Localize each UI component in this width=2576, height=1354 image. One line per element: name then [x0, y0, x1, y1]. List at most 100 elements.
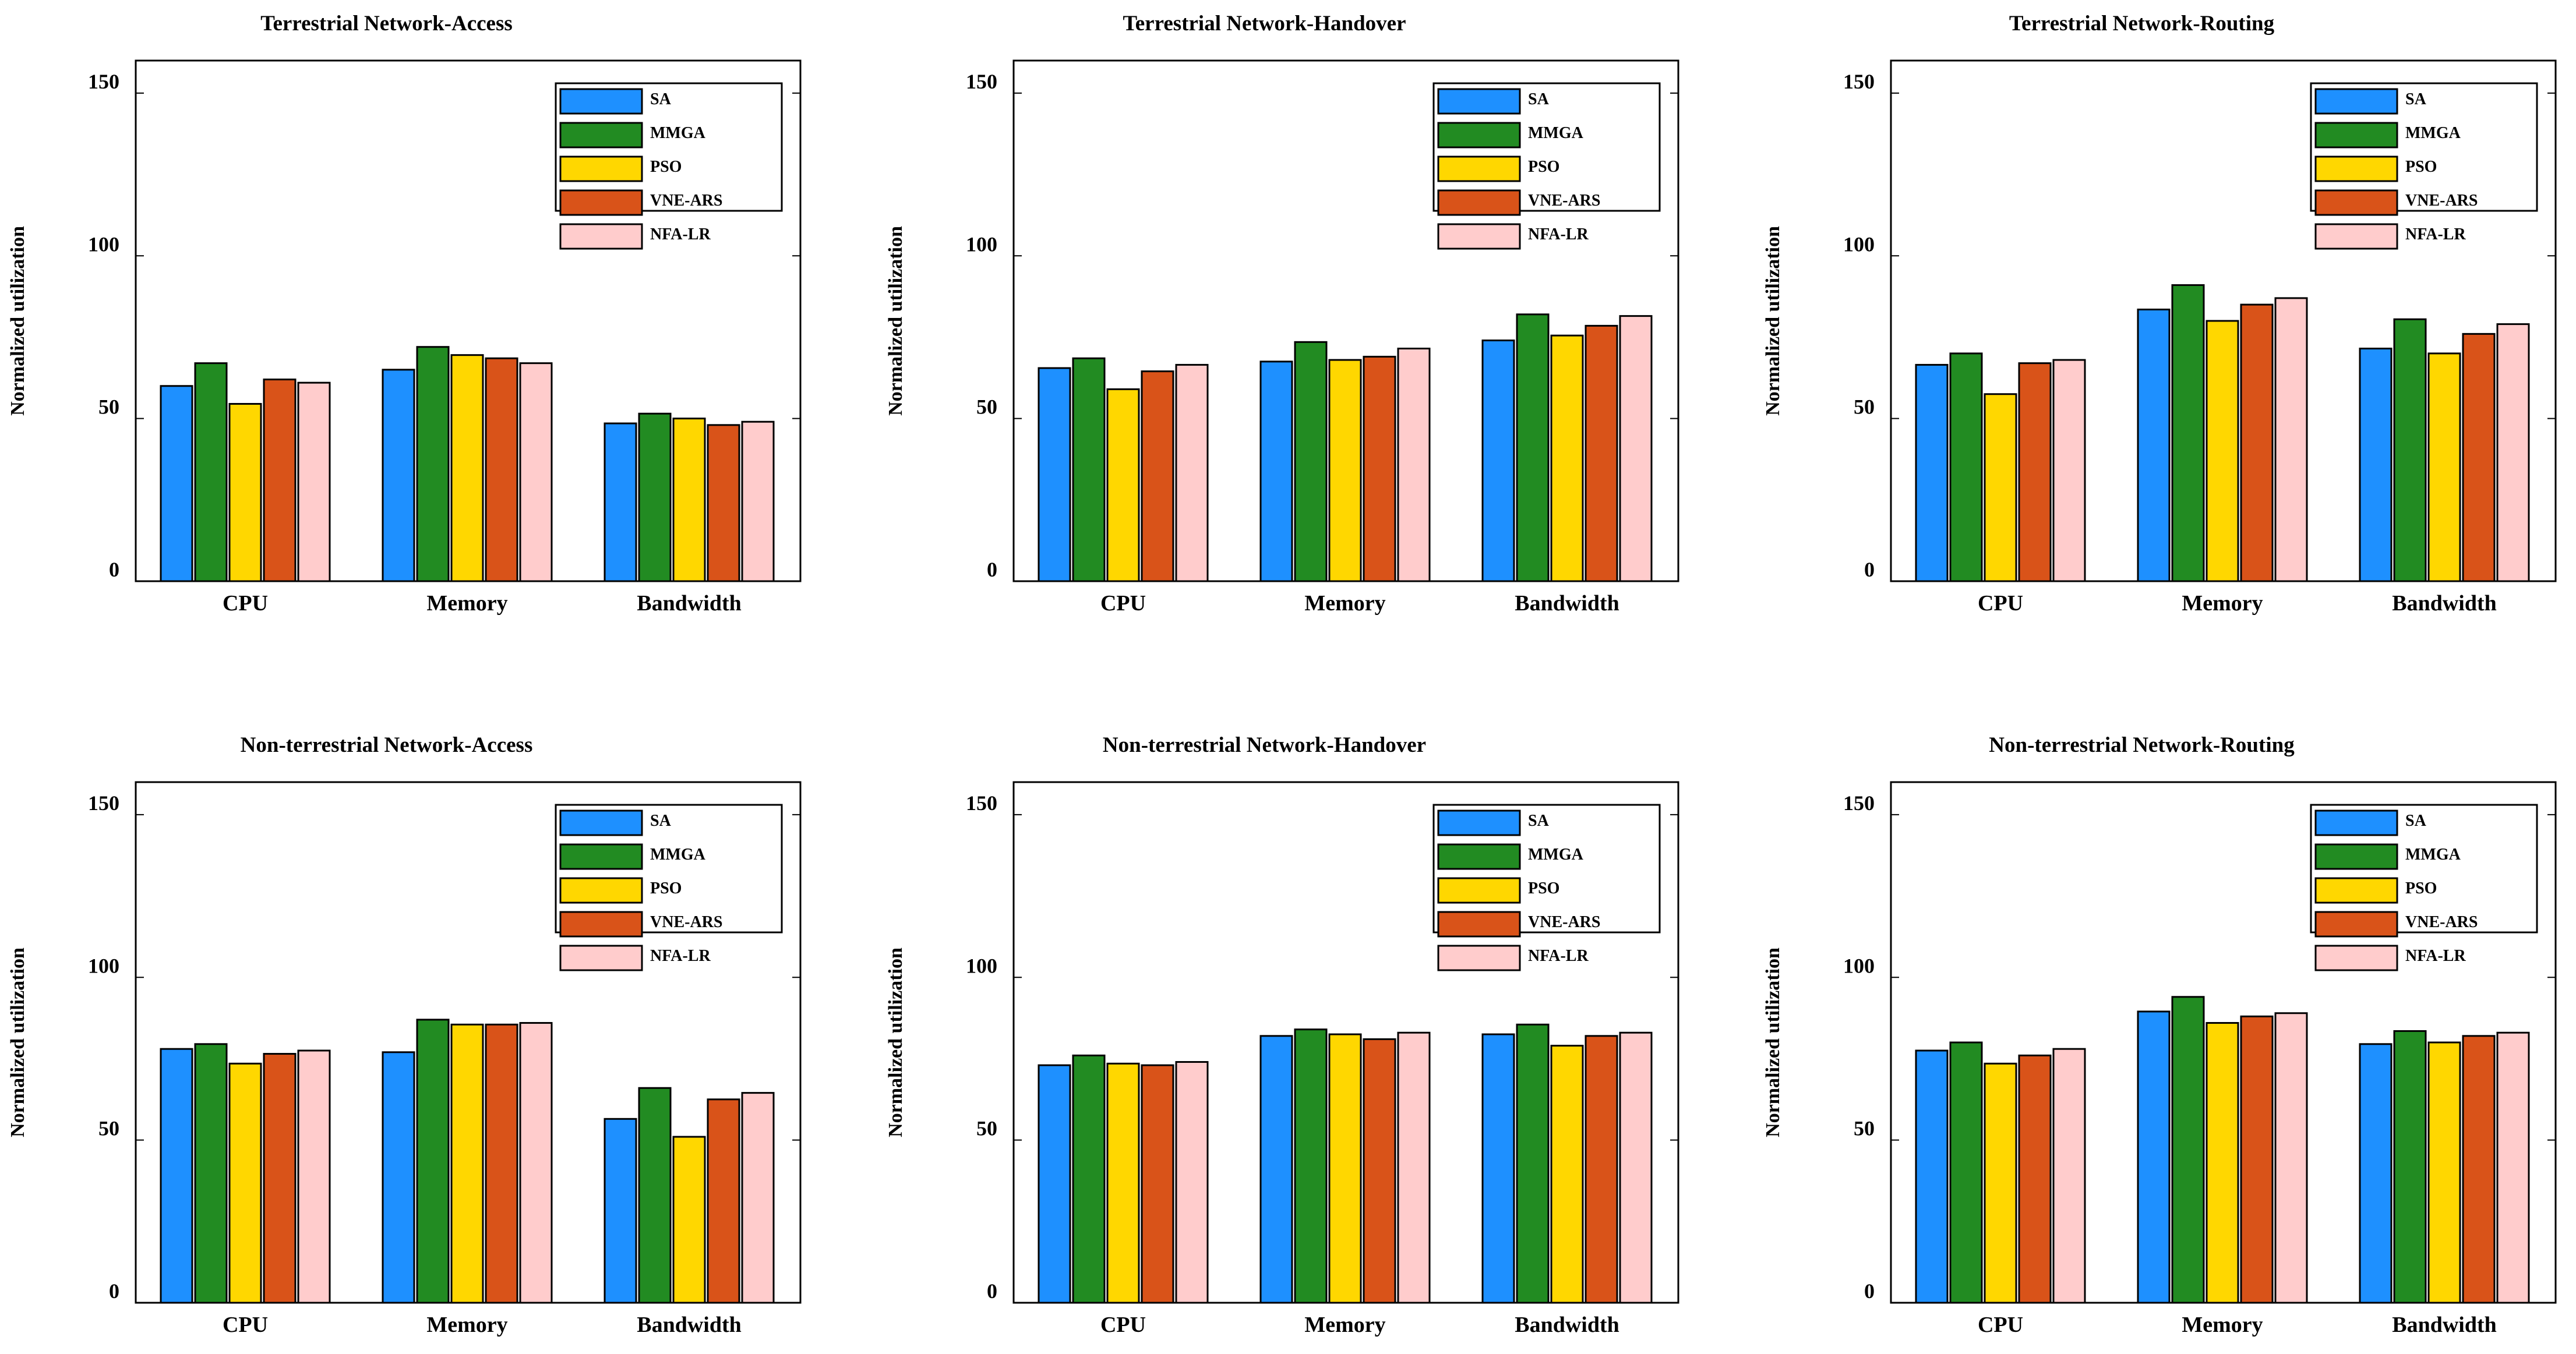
chart-6-bar-cpu-pso: [1984, 1062, 2017, 1304]
chart-2-legend: SA MMGA PSO VNE-ARS NFA-LR: [1432, 82, 1661, 250]
chart-5-bar-memory-mmga: [1294, 1028, 1328, 1304]
chart-2-legend-label-pso: PSO: [1528, 158, 1559, 176]
chart-6-bar-memory-nfa-lr: [2274, 1012, 2308, 1304]
chart-4-ytick-label-0: 0: [109, 1279, 119, 1303]
chart-6-bar-bandwidth-sa: [2359, 1043, 2392, 1304]
chart-5-legend-swatch-nfa-lr: [1437, 945, 1521, 971]
chart-6-bar-cpu-mmga: [1949, 1041, 1983, 1304]
chart-6-legend-swatch-vne-ars: [2314, 911, 2398, 938]
chart-2-xtick-label-cpu: CPU: [1100, 591, 1146, 616]
chart-3-legend-swatch-mmga: [2314, 122, 2398, 149]
chart-6-xtick-label-memory: Memory: [2182, 1313, 2263, 1337]
chart-5-bar-cpu-nfa-lr: [1175, 1061, 1209, 1304]
chart-6-ytick-label-50: 50: [1854, 1117, 1875, 1140]
chart-1-bar-bandwidth-vne-ars: [707, 424, 740, 582]
chart-4-legend-label-vne-ars: VNE-ARS: [650, 913, 722, 931]
chart-3-bar-bandwidth-vne-ars: [2462, 333, 2496, 582]
chart-5-bar-bandwidth-vne-ars: [1585, 1035, 1618, 1304]
chart-1-legend-label-pso: PSO: [650, 158, 682, 176]
chart-4-xtick-label-cpu: CPU: [223, 1313, 268, 1337]
chart-2-ytick-label-50: 50: [976, 395, 997, 419]
chart-6-xtick-label-cpu: CPU: [1978, 1313, 2023, 1337]
chart-5-legend: SA MMGA PSO VNE-ARS NFA-LR: [1432, 804, 1661, 971]
chart-4-legend-label-pso: PSO: [650, 879, 682, 897]
chart-5-xtick-label-bandwidth: Bandwidth: [1515, 1313, 1619, 1337]
chart-5-plot-frame: [1012, 781, 1679, 1304]
chart-4-bar-memory-pso: [450, 1023, 484, 1304]
chart-1-legend: SA MMGA PSO VNE-ARS NFA-LR: [555, 82, 783, 250]
chart-3-bar-memory-pso: [2206, 320, 2239, 582]
chart-5-bar-memory-nfa-lr: [1397, 1031, 1431, 1304]
chart-4-xtick-label-memory: Memory: [426, 1313, 507, 1337]
chart-2-xtick-label-bandwidth: Bandwidth: [1515, 591, 1619, 616]
chart-4-bar-bandwidth-nfa-lr: [741, 1092, 775, 1304]
chart-6-legend-label-vne-ars: VNE-ARS: [2405, 913, 2478, 931]
chart-4-bar-memory-sa: [382, 1051, 415, 1304]
chart-6-bar-bandwidth-pso: [2427, 1041, 2461, 1304]
chart-6-plot-frame: [1890, 781, 2557, 1304]
chart-3-bar-memory-mmga: [2171, 284, 2205, 582]
chart-4-legend-swatch-pso: [559, 877, 643, 904]
chart-6-legend-label-sa: SA: [2405, 812, 2427, 830]
chart-3-legend-label-mmga: MMGA: [2405, 124, 2461, 142]
chart-2-bar-cpu-mmga: [1072, 357, 1106, 582]
chart-1-legend-swatch-nfa-lr: [559, 223, 643, 250]
chart-4-legend-label-mmga: MMGA: [650, 846, 706, 864]
chart-6-title: Non-terrestrial Network-Routing: [1989, 733, 2295, 757]
chart-2-bar-cpu-nfa-lr: [1175, 363, 1209, 582]
chart-1: Terrestrial Network-Access Normalized uti…: [7, 12, 802, 616]
chart-4-bar-bandwidth-mmga: [638, 1087, 672, 1304]
chart-3-legend-label-vne-ars: VNE-ARS: [2405, 192, 2478, 210]
chart-4-xtick-label-bandwidth: Bandwidth: [637, 1313, 742, 1337]
chart-3-ytick-label-150: 150: [1843, 70, 1875, 93]
chart-1-bar-memory-nfa-lr: [519, 362, 553, 582]
chart-2-legend-swatch-pso: [1437, 155, 1521, 182]
chart-1-bar-cpu-nfa-lr: [297, 381, 331, 582]
chart-5-xtick-label-memory: Memory: [1304, 1313, 1385, 1337]
chart-2-bar-bandwidth-nfa-lr: [1619, 315, 1653, 582]
chart-1-legend-swatch-vne-ars: [559, 189, 643, 216]
chart-2-legend-label-mmga: MMGA: [1528, 124, 1584, 142]
chart-5-bar-bandwidth-sa: [1481, 1033, 1515, 1304]
chart-2-legend-label-vne-ars: VNE-ARS: [1528, 192, 1600, 210]
chart-2-bar-cpu-pso: [1106, 388, 1140, 582]
chart-6-legend-swatch-sa: [2314, 809, 2398, 836]
chart-3-bar-bandwidth-pso: [2427, 352, 2461, 582]
chart-1-bar-bandwidth-mmga: [638, 412, 672, 582]
chart-4-bar-cpu-vne-ars: [263, 1053, 297, 1304]
chart-2-title: Terrestrial Network-Handover: [1123, 12, 1406, 36]
chart-5-legend-label-pso: PSO: [1528, 879, 1559, 897]
chart-6-legend-swatch-mmga: [2314, 843, 2398, 870]
chart-6-bar-memory-vne-ars: [2240, 1015, 2274, 1304]
chart-6: Non-terrestrial Network-Routing Normalize…: [1762, 733, 2557, 1337]
chart-1-ytick-label-150: 150: [88, 70, 119, 93]
chart-3: Terrestrial Network-Routing Normalized ut…: [1762, 12, 2557, 616]
chart-4-ytick-label-150: 150: [88, 791, 119, 815]
chart-1-xtick-label-memory: Memory: [426, 591, 507, 616]
chart-3-bar-cpu-nfa-lr: [2052, 359, 2086, 582]
chart-1-legend-label-sa: SA: [650, 90, 672, 108]
chart-1-bar-memory-pso: [450, 354, 484, 582]
chart-5-bar-cpu-vne-ars: [1141, 1064, 1174, 1304]
chart-2-ytick-label-0: 0: [987, 558, 997, 581]
chart-2-bar-cpu-vne-ars: [1141, 370, 1174, 582]
chart-1-bar-cpu-mmga: [194, 362, 228, 582]
chart-3-xtick-label-bandwidth: Bandwidth: [2392, 591, 2497, 616]
chart-3-legend-label-pso: PSO: [2405, 158, 2437, 176]
chart-5-legend-swatch-vne-ars: [1437, 911, 1521, 938]
chart-3-ytick-label-50: 50: [1854, 395, 1875, 419]
chart-4-bar-cpu-nfa-lr: [297, 1049, 331, 1304]
chart-3-legend: SA MMGA PSO VNE-ARS NFA-LR: [2310, 82, 2538, 250]
chart-2-bar-memory-mmga: [1294, 341, 1328, 582]
chart-4-title: Non-terrestrial Network-Access: [241, 733, 533, 757]
chart-5: Non-terrestrial Network-Handover Normaliz…: [885, 733, 1679, 1337]
chart-4: Non-terrestrial Network-Access Normalized…: [7, 733, 802, 1337]
chart-3-legend-swatch-vne-ars: [2314, 189, 2398, 216]
chart-2: Terrestrial Network-Handover Normalized u…: [885, 12, 1679, 616]
chart-3-plot-frame: [1890, 59, 2557, 582]
chart-2-legend-swatch-sa: [1437, 88, 1521, 115]
chart-3-bar-bandwidth-sa: [2359, 347, 2392, 582]
chart-5-ytick-label-0: 0: [987, 1279, 997, 1303]
chart-2-legend-label-sa: SA: [1528, 90, 1550, 108]
